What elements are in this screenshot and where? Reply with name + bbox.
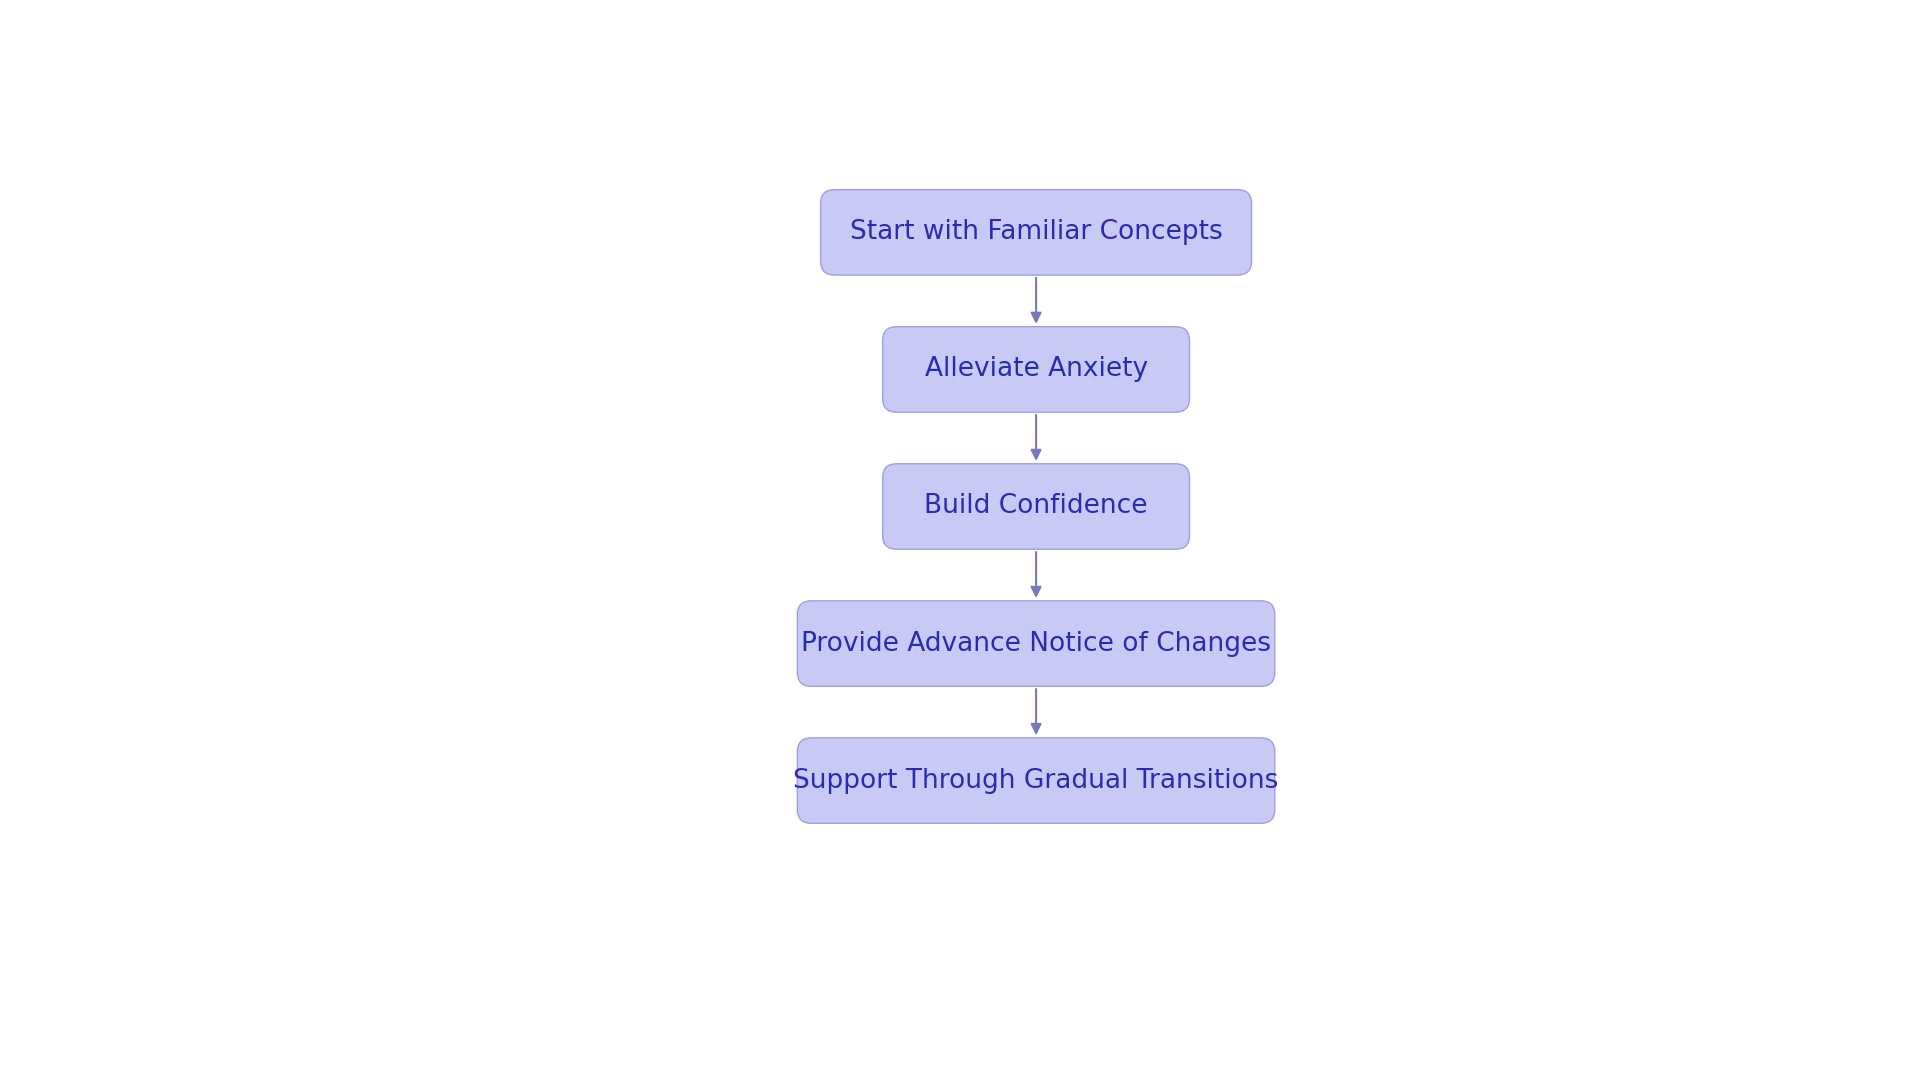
FancyBboxPatch shape xyxy=(820,190,1252,275)
FancyBboxPatch shape xyxy=(797,601,1275,687)
Text: Build Confidence: Build Confidence xyxy=(924,494,1148,520)
Text: Alleviate Anxiety: Alleviate Anxiety xyxy=(925,356,1148,382)
FancyBboxPatch shape xyxy=(883,464,1190,549)
Text: Provide Advance Notice of Changes: Provide Advance Notice of Changes xyxy=(801,630,1271,656)
Text: Support Through Gradual Transitions: Support Through Gradual Transitions xyxy=(793,768,1279,794)
FancyBboxPatch shape xyxy=(797,738,1275,823)
FancyBboxPatch shape xyxy=(883,327,1190,413)
Text: Start with Familiar Concepts: Start with Familiar Concepts xyxy=(851,220,1223,246)
